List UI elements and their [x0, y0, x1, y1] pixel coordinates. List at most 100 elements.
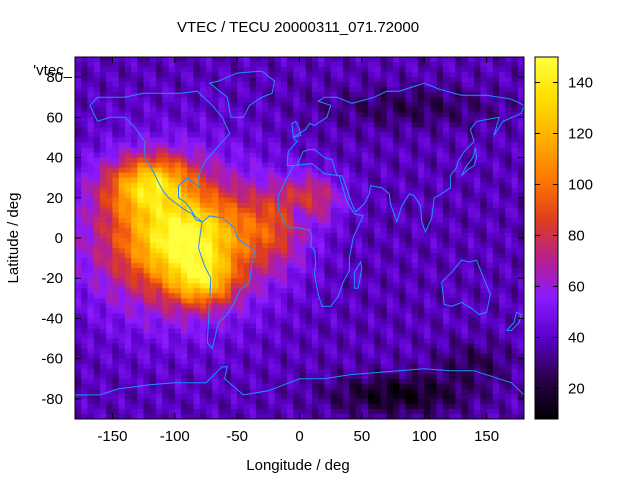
heatmap-cell	[411, 333, 419, 340]
heatmap-cell	[380, 238, 388, 244]
heatmap-cell	[287, 197, 294, 204]
heatmap-cell	[361, 363, 369, 370]
heatmap-cell	[249, 268, 257, 274]
heatmap-cell	[455, 222, 463, 229]
heatmap-cell	[305, 288, 313, 294]
heatmap-cell	[442, 363, 450, 370]
heatmap-cell	[106, 162, 114, 169]
heatmap-cell	[368, 373, 375, 380]
heatmap-cell	[386, 102, 394, 108]
heatmap-cell	[442, 368, 450, 375]
heatmap-cell	[218, 92, 226, 98]
heatmap-cell	[280, 62, 288, 68]
heatmap-cell	[156, 137, 163, 144]
heatmap-cell	[268, 348, 276, 355]
heatmap-cell	[305, 278, 313, 284]
heatmap-cell	[156, 258, 163, 264]
heatmap-cell	[505, 373, 513, 380]
heatmap-cell	[455, 227, 463, 234]
heatmap-cell	[430, 368, 438, 375]
heatmap-cell	[430, 293, 438, 299]
heatmap-cell	[374, 273, 382, 279]
heatmap-cell	[449, 308, 457, 315]
heatmap-cell	[143, 72, 151, 78]
heatmap-cell	[287, 187, 294, 194]
heatmap-cell	[237, 212, 244, 219]
heatmap-cell	[187, 378, 195, 385]
heatmap-cell	[199, 97, 207, 103]
heatmap-cell	[255, 177, 263, 184]
heatmap-cell	[243, 333, 251, 340]
heatmap-cell	[143, 298, 151, 304]
heatmap-cell	[442, 313, 450, 320]
heatmap-cell	[230, 288, 238, 294]
heatmap-cell	[174, 403, 182, 410]
heatmap-cell	[430, 137, 438, 144]
heatmap-cell	[212, 187, 220, 194]
heatmap-cell	[143, 273, 151, 279]
heatmap-cell	[287, 67, 294, 73]
heatmap-cell	[480, 147, 488, 154]
heatmap-cell	[467, 378, 475, 385]
heatmap-cell	[386, 172, 394, 179]
heatmap-cell	[243, 152, 251, 159]
heatmap-cell	[305, 162, 313, 169]
heatmap-cell	[492, 343, 500, 350]
heatmap-cell	[187, 77, 195, 83]
heatmap-cell	[143, 318, 151, 325]
heatmap-cell	[230, 398, 238, 405]
heatmap-cell	[374, 383, 382, 390]
heatmap-cell	[75, 313, 82, 320]
heatmap-cell	[368, 112, 375, 118]
heatmap-cell	[156, 343, 163, 350]
heatmap-cell	[311, 358, 319, 365]
heatmap-cell	[499, 338, 506, 345]
heatmap-cell	[511, 62, 519, 68]
heatmap-cell	[424, 142, 432, 149]
heatmap-cell	[255, 308, 263, 315]
heatmap-cell	[230, 77, 238, 83]
heatmap-cell	[368, 273, 375, 279]
heatmap-cell	[274, 298, 282, 304]
heatmap-cell	[274, 222, 282, 229]
heatmap-cell	[355, 273, 363, 279]
heatmap-cell	[75, 373, 82, 380]
heatmap-cell	[324, 187, 332, 194]
heatmap-cell	[305, 197, 313, 204]
heatmap-cell	[455, 162, 463, 169]
heatmap-cell	[224, 358, 232, 365]
heatmap-cell	[424, 263, 432, 269]
heatmap-cell	[417, 222, 425, 229]
heatmap-cell	[517, 343, 524, 350]
heatmap-cell	[112, 348, 120, 355]
heatmap-cell	[324, 253, 332, 259]
heatmap-cell	[430, 298, 438, 304]
heatmap-cell	[355, 393, 363, 400]
heatmap-cell	[99, 298, 107, 304]
heatmap-cell	[81, 207, 89, 214]
heatmap-cell	[436, 97, 444, 103]
heatmap-cell	[168, 353, 176, 360]
heatmap-cell	[299, 383, 307, 390]
heatmap-cell	[405, 167, 413, 174]
heatmap-cell	[424, 187, 432, 194]
heatmap-cell	[99, 238, 107, 244]
heatmap-cell	[174, 62, 182, 68]
heatmap-cell	[193, 298, 201, 304]
heatmap-cell	[436, 303, 444, 309]
heatmap-cell	[361, 92, 369, 98]
heatmap-cell	[393, 253, 400, 259]
heatmap-cell	[393, 398, 400, 405]
heatmap-cell	[424, 57, 432, 63]
heatmap-cell	[355, 243, 363, 249]
heatmap-cell	[168, 217, 176, 224]
heatmap-cell	[212, 197, 220, 204]
heatmap-cell	[293, 388, 301, 395]
heatmap-cell	[81, 298, 89, 304]
heatmap-cell	[424, 378, 432, 385]
heatmap-cell	[399, 283, 407, 289]
heatmap-cell	[293, 323, 301, 330]
heatmap-cell	[149, 308, 157, 315]
heatmap-cell	[205, 92, 213, 98]
heatmap-cell	[181, 107, 188, 113]
